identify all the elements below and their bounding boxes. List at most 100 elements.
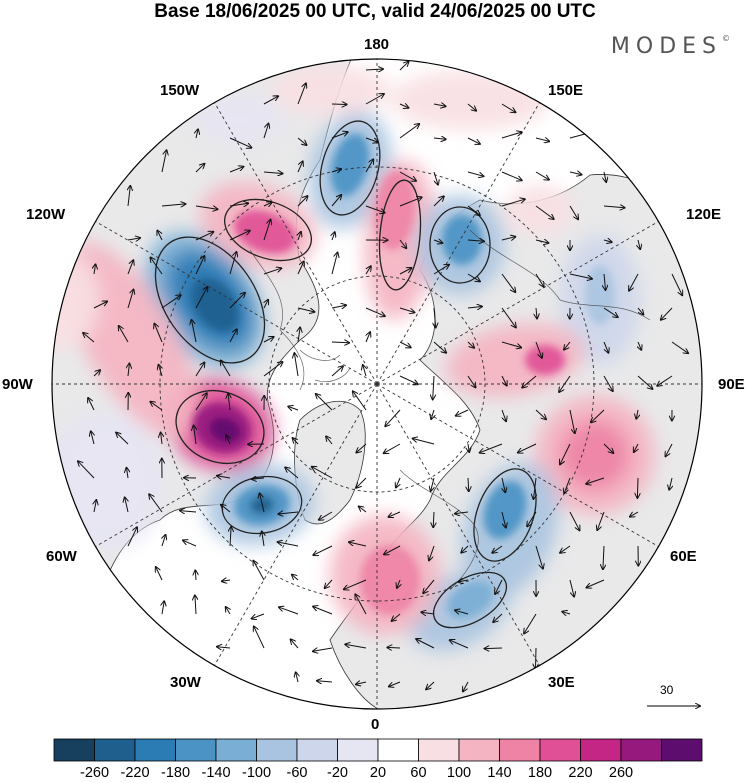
colorbar-label-8: 60 [410, 765, 427, 781]
wind-arrow-217 [349, 542, 367, 547]
wind-arrow-180 [252, 478, 265, 479]
wind-arrow-240 [162, 601, 164, 615]
wind-arrow-172 [603, 443, 613, 453]
lon-label-150e: 150E [548, 82, 584, 99]
wind-arrow-84 [671, 273, 682, 295]
wind-arrow-212 [183, 540, 197, 547]
wind-arrow-50 [603, 206, 625, 208]
anomaly-blob-16 [585, 265, 615, 325]
anomaly-blob-5 [209, 417, 241, 443]
wind-arrow-252 [562, 612, 571, 614]
anomaly-blob-12 [374, 170, 416, 250]
lon-label-120w: 120W [26, 206, 66, 223]
wind-arrow-157 [91, 431, 94, 445]
anomaly-blob-30 [52, 410, 165, 550]
wind-arrow-167 [413, 439, 435, 445]
lon-label-90e: 90E [718, 376, 745, 393]
wind-arrow-43 [365, 205, 385, 213]
wind-arrow-12 [263, 124, 269, 139]
anomaly-blob-32 [195, 95, 285, 145]
wind-arrow-220 [461, 545, 469, 553]
contour-5 [223, 198, 313, 262]
colorbar-swatch-9 [418, 738, 460, 762]
wind-arrow-268 [463, 681, 469, 691]
wind-arrow-82 [604, 273, 606, 290]
wind-arrow-20 [535, 138, 549, 141]
wind-arrow-111 [366, 332, 370, 343]
wind-arrow-41 [297, 196, 308, 207]
wind-arrow-69 [151, 258, 163, 275]
wind-arrow-29 [399, 171, 416, 181]
wind-arrow-91 [297, 307, 314, 312]
wind-arrow-112 [399, 341, 411, 347]
wind-arrow-198 [260, 493, 265, 513]
arctic-islands [299, 349, 351, 382]
wind-arrow-131 [433, 375, 434, 399]
colorbar-swatch-5 [256, 738, 298, 762]
wind-arrow-44 [399, 197, 422, 207]
wind-arrow-171 [560, 443, 571, 464]
colorbar-swatch-6 [296, 738, 338, 762]
wind-arrow-53 [195, 232, 213, 241]
colorbar-label-0: -260 [79, 765, 110, 781]
anomaly-blob-18 [525, 345, 565, 375]
wind-arrow-267 [426, 681, 435, 689]
wind-arrow-203 [433, 511, 434, 527]
lon-label-180: 180 [364, 36, 390, 53]
meridian-300 [95, 221, 378, 385]
wind-arrow-247 [392, 613, 401, 621]
wind-arrow-103 [83, 333, 95, 343]
wind-arrow-98 [536, 307, 537, 318]
wind-arrow-155 [636, 409, 638, 419]
wind-arrow-260 [450, 640, 469, 649]
wind-arrow-119 [638, 341, 641, 350]
wind-arrow-204 [455, 512, 469, 514]
wind-arrow-24 [229, 167, 243, 173]
colorbar-swatch-15 [661, 738, 703, 762]
colorbar-swatch-3 [175, 738, 217, 762]
wind-arrow-181 [285, 468, 299, 479]
wind-arrow-57 [332, 232, 335, 241]
wind-arrow-249 [455, 610, 469, 614]
wind-arrow-47 [501, 199, 525, 207]
wind-arrow-81 [569, 273, 592, 279]
lon-label-60e: 60E [670, 548, 697, 565]
colorbar-swatch-11 [499, 738, 541, 762]
wind-arrow-52 [157, 231, 163, 241]
wind-arrow-33 [535, 171, 549, 180]
wind-arrow-218 [384, 545, 401, 554]
wind-arrow-174 [666, 443, 673, 456]
reference-vector-label: 30 [660, 683, 674, 697]
wind-arrow-97 [501, 307, 516, 327]
meridian-210 [214, 383, 378, 666]
wind-arrow-223 [560, 545, 571, 553]
colorbar-label-9: 100 [446, 765, 472, 781]
wind-arrow-151 [501, 409, 506, 421]
wind-arrow-79 [501, 273, 515, 292]
anomaly-blob-20 [560, 420, 630, 490]
wind-arrow-31 [467, 171, 483, 176]
wind-arrow-71 [229, 252, 236, 275]
wind-arrow-18 [467, 137, 480, 144]
wind-vectors [78, 62, 688, 692]
colorbar-swatch-12 [539, 738, 581, 762]
wind-arrow-135 [559, 375, 571, 392]
wind-arrow-184 [396, 477, 400, 487]
wind-arrow-229 [253, 561, 265, 581]
wind-arrow-213 [230, 527, 231, 547]
wind-arrow-62 [501, 237, 515, 240]
wind-arrow-124 [195, 363, 204, 377]
wind-arrow-154 [591, 409, 605, 422]
brand-logo: MODES© [611, 34, 730, 59]
wind-arrow-215 [278, 542, 299, 547]
wind-arrow-227 [195, 571, 196, 581]
wind-arrow-164 [326, 436, 333, 445]
wind-arrow-132 [467, 375, 476, 387]
wind-arrow-107 [229, 329, 237, 343]
anomaly-blob-34 [52, 250, 100, 350]
meridian-150 [376, 383, 540, 666]
colorbar-swatch-14 [620, 738, 662, 762]
wind-arrow-262 [536, 647, 537, 669]
wind-arrow-152 [535, 409, 546, 419]
colorbar-swatch-7 [337, 738, 379, 762]
